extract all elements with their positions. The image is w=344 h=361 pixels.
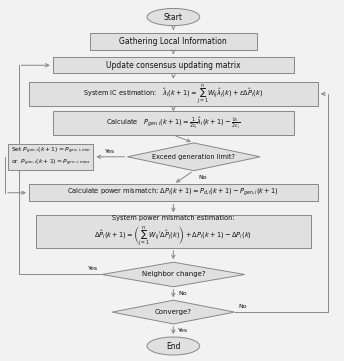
Text: Start: Start [164, 13, 183, 22]
FancyBboxPatch shape [53, 112, 294, 135]
Text: Yes: Yes [105, 148, 116, 153]
Text: Update consensus updating matrix: Update consensus updating matrix [106, 61, 241, 70]
Polygon shape [128, 143, 260, 171]
Ellipse shape [147, 8, 200, 26]
Text: System power mismatch estimation:
$\Delta\hat{P}_i(k+1)=\left(\sum_{j=1}^{n}W_{i: System power mismatch estimation: $\Delt… [94, 216, 252, 248]
FancyBboxPatch shape [29, 82, 318, 106]
Text: Exceed generation limit?: Exceed generation limit? [152, 154, 235, 160]
Text: End: End [166, 342, 181, 351]
FancyBboxPatch shape [36, 215, 311, 248]
Text: Calculate power mismatch: $\Delta P_i(k+1)=P_{d,i}(k+1)-P_{gen,i}(k+1)$: Calculate power mismatch: $\Delta P_i(k+… [67, 187, 279, 199]
FancyBboxPatch shape [53, 57, 294, 73]
Text: Calculate   $P_{gen,i}(k+1)=\frac{1}{2c_i}\hat{\lambda}_i(k+1)-\frac{b_i}{2c_i}$: Calculate $P_{gen,i}(k+1)=\frac{1}{2c_i}… [106, 116, 240, 131]
Text: Gathering Local Information: Gathering Local Information [119, 37, 227, 46]
FancyBboxPatch shape [29, 184, 318, 201]
Text: No: No [238, 304, 247, 309]
FancyBboxPatch shape [9, 144, 94, 170]
Text: System IC estimation:   $\hat{\lambda}_i(k+1)=\sum_{j=1}^{n}W_{ij}\hat{\lambda}_: System IC estimation: $\hat{\lambda}_i(k… [83, 82, 264, 106]
Text: Yes: Yes [88, 266, 99, 271]
Ellipse shape [147, 337, 200, 355]
Text: Yes: Yes [179, 328, 189, 333]
Polygon shape [102, 262, 245, 287]
Text: No: No [199, 175, 207, 180]
Text: No: No [179, 291, 187, 296]
FancyBboxPatch shape [90, 33, 257, 50]
Polygon shape [112, 300, 235, 324]
Text: Converge?: Converge? [155, 309, 192, 315]
Text: Set $P_{gen,i}(k+1)=P_{gen,i,min}$
or  $P_{gen,i}(k+1)=P_{gen,i,max}$: Set $P_{gen,i}(k+1)=P_{gen,i,min}$ or $P… [11, 146, 91, 168]
Text: Neighbor change?: Neighbor change? [141, 271, 205, 278]
